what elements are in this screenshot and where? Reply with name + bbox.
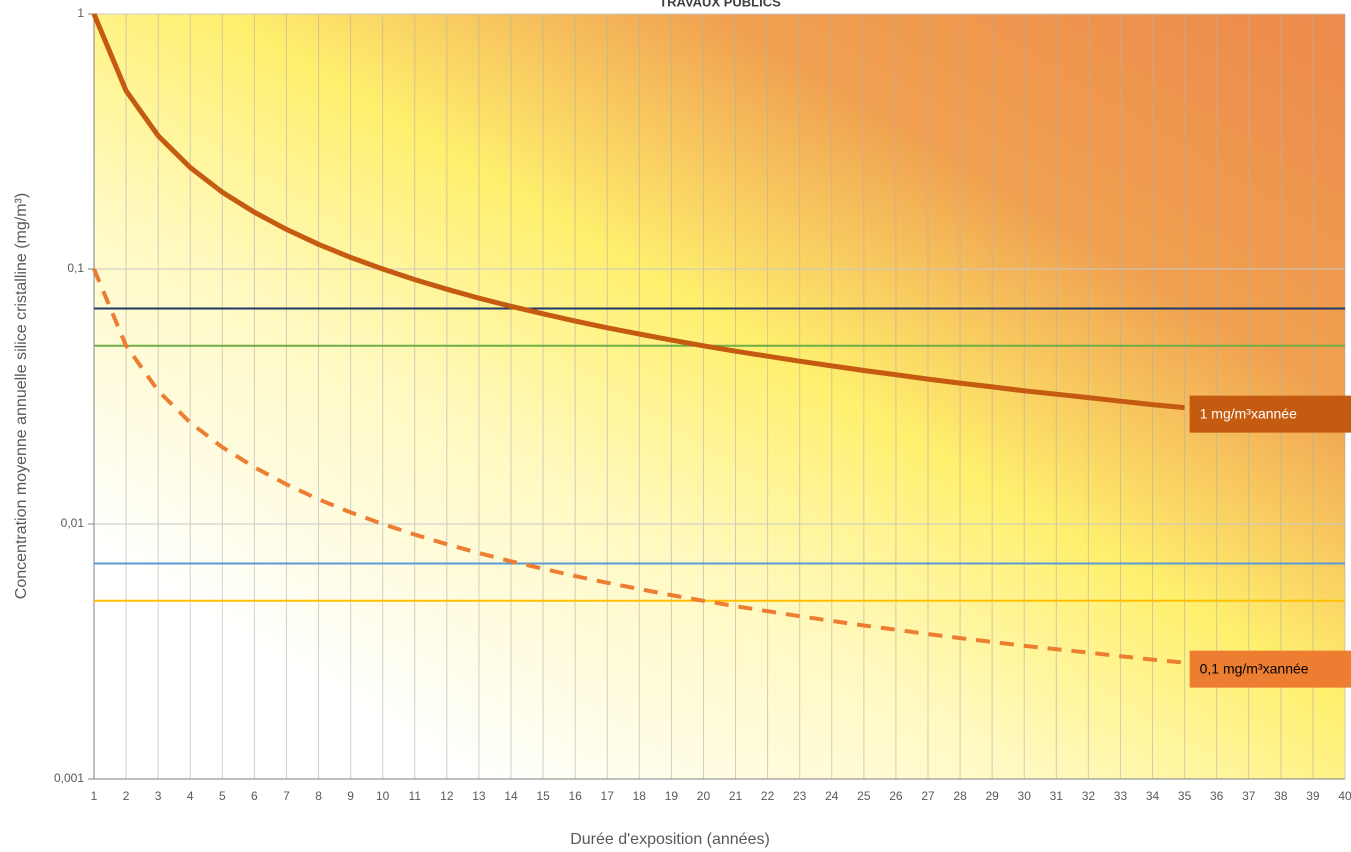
- series-line: [91, 13, 1185, 411]
- x-tick-label: 37: [1242, 789, 1256, 803]
- x-tick-label: 30: [1018, 789, 1032, 803]
- annotation: 0,1 mg/m³xannée: [1200, 660, 1309, 676]
- x-tick-label: 11: [409, 789, 422, 803]
- x-tick-label: 32: [1082, 789, 1096, 803]
- x-tick-label: 10: [376, 789, 390, 803]
- x-tick-label: 7: [283, 789, 290, 803]
- annotation-box: [1189, 650, 1351, 688]
- x-tick-label: 13: [472, 789, 486, 803]
- chart-title: TRAVAUX PUBLICS: [659, 0, 781, 9]
- x-tick-label: 23: [793, 789, 807, 803]
- series-line: [92, 268, 1185, 665]
- x-tick-label: 3: [155, 789, 162, 803]
- x-tick-label: 39: [1306, 789, 1320, 803]
- x-tick-label: 14: [504, 789, 518, 803]
- x-tick-label: 40: [1338, 789, 1351, 803]
- x-tick-label: 35: [1178, 789, 1192, 803]
- x-tick-label: 21: [729, 789, 743, 803]
- y-tick-label: 1: [77, 6, 84, 20]
- y-tick-label: 0,1: [67, 261, 84, 275]
- x-tick-label: 18: [633, 789, 647, 803]
- x-tick-label: 36: [1210, 789, 1224, 803]
- x-tick-label: 19: [665, 789, 679, 803]
- x-axis-label: Durée d'exposition (années): [570, 831, 770, 848]
- x-tick-label: 25: [857, 789, 871, 803]
- x-tick-label: 16: [568, 789, 582, 803]
- x-tick-label: 31: [1050, 789, 1064, 803]
- y-axis-label: Concentration moyenne annuelle silice cr…: [13, 193, 30, 599]
- y-tick-label: 0,01: [61, 516, 85, 530]
- annotation: 1 mg/m³xannée: [1200, 405, 1297, 421]
- x-tick-label: 6: [251, 789, 258, 803]
- x-tick-label: 27: [921, 789, 935, 803]
- x-tick-label: 38: [1274, 789, 1288, 803]
- x-tick-label: 20: [697, 789, 711, 803]
- x-tick-label: 28: [953, 789, 967, 803]
- x-tick-label: 2: [123, 789, 130, 803]
- y-tick-label: 0,001: [54, 771, 84, 785]
- x-tick-label: 34: [1146, 789, 1160, 803]
- x-tick-label: 33: [1114, 789, 1128, 803]
- x-tick-label: 15: [536, 789, 550, 803]
- x-tick-label: 1: [91, 789, 98, 803]
- x-tick-label: 26: [889, 789, 903, 803]
- x-tick-label: 24: [825, 789, 839, 803]
- x-tick-label: 8: [315, 789, 322, 803]
- plot-background: [94, 14, 1345, 779]
- x-tick-label: 17: [601, 789, 615, 803]
- x-tick-label: 5: [219, 789, 226, 803]
- x-tick-label: 12: [440, 789, 454, 803]
- x-tick-label: 9: [347, 789, 354, 803]
- x-tick-label: 29: [985, 789, 999, 803]
- x-tick-label: 22: [761, 789, 775, 803]
- annotation-box: [1189, 395, 1351, 433]
- x-tick-label: 4: [187, 789, 194, 803]
